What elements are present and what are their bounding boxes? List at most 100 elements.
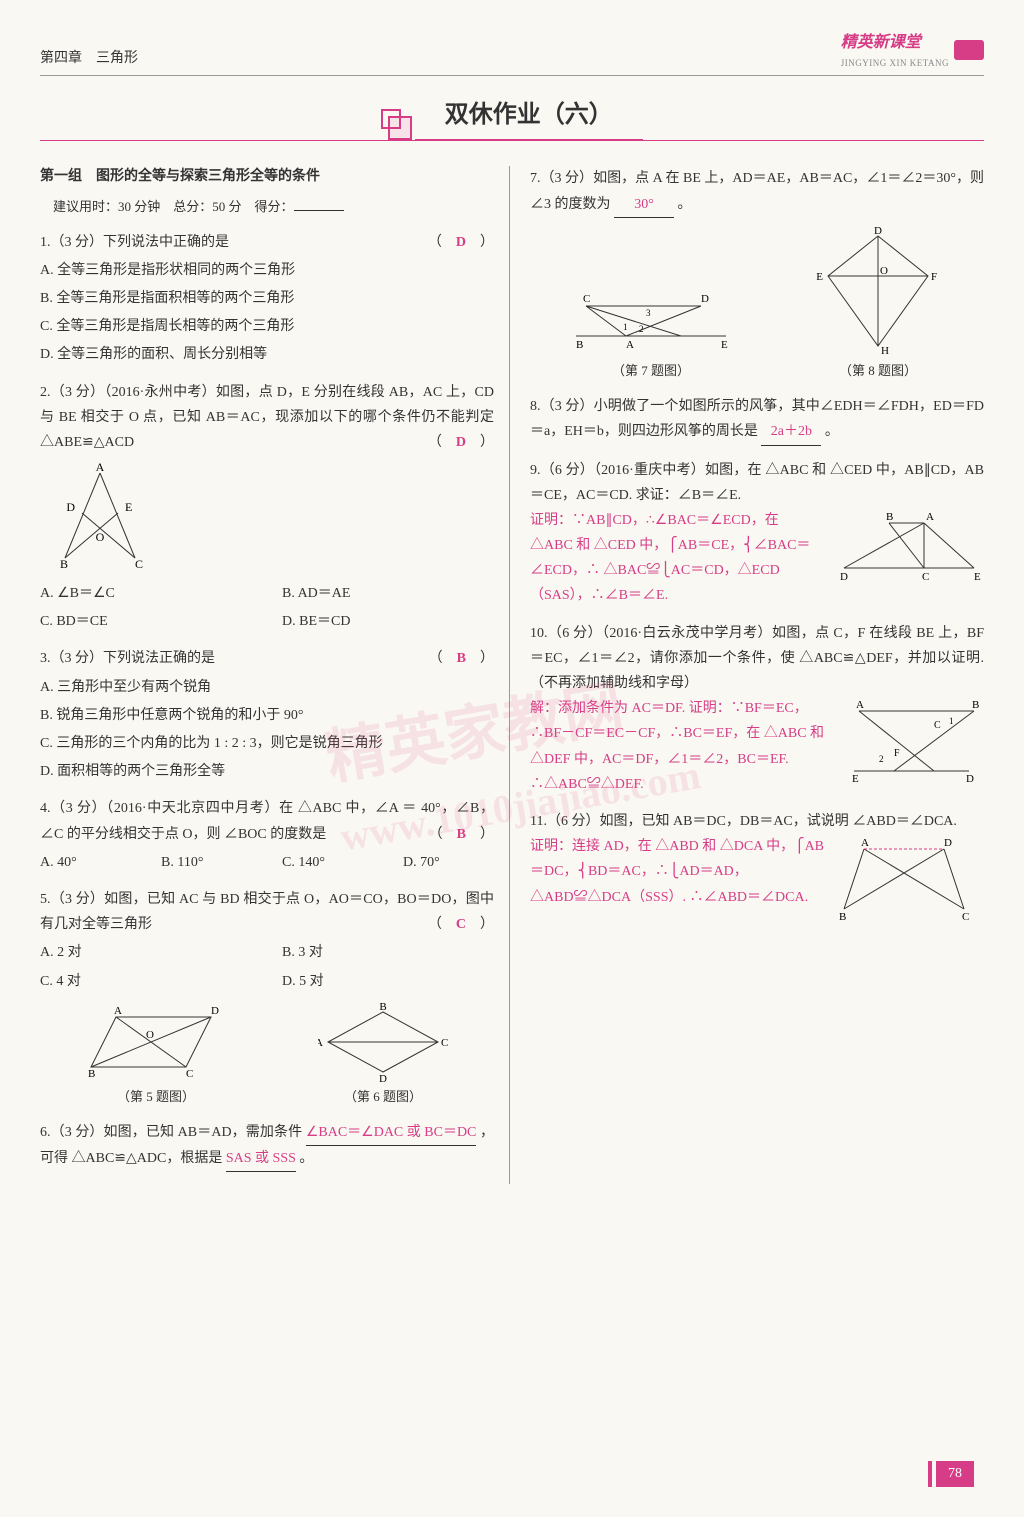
q6-stem-p3: 。 bbox=[299, 1151, 313, 1166]
q8-answer: 2a＋2b bbox=[761, 419, 821, 445]
svg-text:F: F bbox=[931, 271, 937, 283]
svg-text:E: E bbox=[125, 500, 132, 514]
q4-opt-c: C. 140° bbox=[282, 850, 373, 875]
q4-opt-a: A. 40° bbox=[40, 850, 131, 875]
q2-opts-row1: A. ∠B＝∠C B. AD＝AE bbox=[40, 581, 494, 606]
q5-stem: 5.（3 分）如图，已知 AC 与 BD 相交于点 O，AO＝CO，BO＝DO，… bbox=[40, 887, 494, 937]
q7-caption: （第 7 题图） bbox=[571, 359, 731, 382]
q9-svg: B A D C E bbox=[834, 508, 984, 588]
q10-proof: 解：添加条件为 AC＝DF. 证明：∵BF＝EC，∴BF－CF＝EC－CF，∴B… bbox=[530, 696, 834, 797]
q1-stem: 1.（3 分）下列说法中正确的是 （ D ） bbox=[40, 230, 494, 255]
svg-text:B: B bbox=[379, 1002, 386, 1013]
brand-logo: 精英新课堂 JINGYING XIN KETANG bbox=[841, 30, 984, 70]
q4-answer-paren: （ B ） bbox=[429, 822, 494, 847]
question-11: 11.（6 分）如图，已知 AB＝DC，DB＝AC，试说明 ∠ABD＝∠DCA.… bbox=[530, 809, 984, 924]
svg-text:C: C bbox=[135, 557, 143, 571]
main-title: 双休作业（六） bbox=[415, 96, 643, 141]
question-1: 1.（3 分）下列说法中正确的是 （ D ） A. 全等三角形是指形状相同的两个… bbox=[40, 230, 494, 368]
q2-opt-a: A. ∠B＝∠C bbox=[40, 581, 252, 606]
question-3: 3.（3 分）下列说法正确的是 （ B ） A. 三角形中至少有两个锐角 B. … bbox=[40, 646, 494, 784]
svg-text:1: 1 bbox=[949, 716, 954, 726]
q1-stem-text: 1.（3 分）下列说法中正确的是 bbox=[40, 235, 229, 250]
q5-figure: A D B C O （第 5 题图） bbox=[86, 1002, 226, 1108]
question-10: 10.（6 分）（2016·白云永茂中学月考）如图，点 C，F 在线段 BE 上… bbox=[530, 621, 984, 797]
q5-opt-d: D. 5 对 bbox=[282, 969, 494, 994]
svg-text:E: E bbox=[816, 271, 823, 283]
svg-text:B: B bbox=[60, 557, 68, 571]
q6-stem-p1: 6.（3 分）如图，已知 AB＝AD，需加条件 bbox=[40, 1125, 302, 1140]
q8-stem: 8.（3 分）小明做了一个如图所示的风筝，其中∠EDH＝∠FDH，ED＝FD＝a… bbox=[530, 394, 984, 445]
question-6: 6.（3 分）如图，已知 AB＝AD，需加条件 ∠BAC＝∠DAC 或 BC＝D… bbox=[40, 1120, 494, 1172]
q1-opt-c: C. 全等三角形是指周长相等的两个三角形 bbox=[40, 314, 494, 339]
q9-stem: 9.（6 分）（2016·重庆中考）如图，在 △ABC 和 △CED 中，AB∥… bbox=[530, 458, 984, 508]
svg-text:D: D bbox=[701, 293, 709, 305]
q3-opt-c: C. 三角形的三个内角的比为 1 : 2 : 3，则它是锐角三角形 bbox=[40, 731, 494, 756]
q7-stem-p2: 。 bbox=[678, 197, 692, 212]
svg-text:B: B bbox=[88, 1068, 95, 1080]
question-5: 5.（3 分）如图，已知 AC 与 BD 相交于点 O，AO＝CO，BO＝DO，… bbox=[40, 887, 494, 1108]
q7-figure: B A E C D 3 1 2 （第 7 题图） bbox=[571, 266, 731, 382]
svg-text:E: E bbox=[852, 773, 859, 785]
q9-proof: 证明：∵AB∥CD，∴∠BAC＝∠ECD，在 △ABC 和 △CED 中，⎧AB… bbox=[530, 508, 824, 609]
time-score: 建议用时：30 分钟 总分：50 分 得分： bbox=[40, 197, 494, 218]
brand-text: 精英新课堂 bbox=[841, 30, 949, 56]
svg-text:A: A bbox=[318, 1037, 323, 1049]
time-score-text: 建议用时：30 分钟 总分：50 分 得分： bbox=[53, 199, 294, 214]
q1-opt-b: B. 全等三角形是指面积相等的两个三角形 bbox=[40, 286, 494, 311]
q4-opts: A. 40° B. 110° C. 140° D. 70° bbox=[40, 850, 494, 875]
q5-opts-row1: A. 2 对 B. 3 对 bbox=[40, 940, 494, 965]
svg-text:E: E bbox=[974, 571, 981, 583]
q11-body: 证明：连接 AD，在 △ABD 和 △DCA 中，⎧AB＝DC，⎨BD＝AC，∴… bbox=[530, 834, 984, 924]
q5-opt-b: B. 3 对 bbox=[282, 940, 494, 965]
q11-stem: 11.（6 分）如图，已知 AB＝DC，DB＝AC，试说明 ∠ABD＝∠DCA. bbox=[530, 809, 984, 834]
question-9: 9.（6 分）（2016·重庆中考）如图，在 △ABC 和 △CED 中，AB∥… bbox=[530, 458, 984, 609]
question-8: 8.（3 分）小明做了一个如图所示的风筝，其中∠EDH＝∠FDH，ED＝FD＝a… bbox=[530, 394, 984, 445]
q3-opt-d: D. 面积相等的两个三角形全等 bbox=[40, 759, 494, 784]
q2-stem-text: 2.（3 分）（2016·永州中考）如图，点 D，E 分别在线段 AB，AC 上… bbox=[40, 385, 494, 450]
q3-opt-b: B. 锐角三角形中任意两个锐角的和小于 90° bbox=[40, 703, 494, 728]
svg-text:F: F bbox=[894, 748, 900, 759]
svg-text:B: B bbox=[972, 699, 979, 711]
left-column: 第一组 图形的全等与探索三角形全等的条件 建议用时：30 分钟 总分：50 分 … bbox=[40, 166, 510, 1184]
svg-text:A: A bbox=[626, 339, 634, 351]
svg-text:B: B bbox=[576, 339, 583, 351]
svg-text:H: H bbox=[881, 345, 889, 356]
q5-opt-a: A. 2 对 bbox=[40, 940, 252, 965]
svg-text:D: D bbox=[874, 226, 882, 237]
q1-opt-d: D. 全等三角形的面积、周长分别相等 bbox=[40, 342, 494, 367]
q4-opt-b: B. 110° bbox=[161, 850, 252, 875]
svg-text:3: 3 bbox=[646, 308, 651, 318]
q11-figure: A D B C bbox=[834, 834, 984, 924]
q8-caption: （第 8 题图） bbox=[813, 359, 943, 382]
svg-text:C: C bbox=[441, 1037, 448, 1049]
q3-stem: 3.（3 分）下列说法正确的是 （ B ） bbox=[40, 646, 494, 671]
svg-text:O: O bbox=[146, 1029, 154, 1041]
q3-answer-paren: （ B ） bbox=[429, 646, 494, 671]
svg-text:O: O bbox=[96, 530, 105, 544]
q6-figure: B A C D （第 6 题图） bbox=[318, 1002, 448, 1108]
svg-text:D: D bbox=[840, 571, 848, 583]
brand-icon bbox=[954, 40, 984, 60]
page-number: 78 bbox=[936, 1461, 974, 1487]
q4-stem-text: 4.（3 分）（2016·中天北京四中月考）在 △ABC 中，∠A ＝ 40°，… bbox=[40, 801, 494, 841]
q2-answer-paren: （ D ） bbox=[428, 430, 494, 455]
q10-figure: A B E D C F 1 2 bbox=[844, 696, 984, 786]
svg-text:2: 2 bbox=[639, 324, 644, 334]
q6-stem: 6.（3 分）如图，已知 AB＝AD，需加条件 ∠BAC＝∠DAC 或 BC＝D… bbox=[40, 1120, 494, 1172]
q2-triangle-svg: A D E O B C bbox=[40, 463, 160, 573]
q9-body: 证明：∵AB∥CD，∴∠BAC＝∠ECD，在 △ABC 和 △CED 中，⎧AB… bbox=[530, 508, 984, 609]
q6-answer-1: ∠BAC＝∠DAC 或 BC＝DC bbox=[306, 1120, 477, 1146]
q7-answer: 30° bbox=[614, 192, 674, 218]
q6-svg: B A C D bbox=[318, 1002, 448, 1082]
q10-body: 解：添加条件为 AC＝DF. 证明：∵BF＝EC，∴BF－CF＝EC－CF，∴B… bbox=[530, 696, 984, 797]
content-columns: 第一组 图形的全等与探索三角形全等的条件 建议用时：30 分钟 总分：50 分 … bbox=[40, 166, 984, 1184]
q5-answer: C bbox=[456, 917, 466, 932]
svg-text:D: D bbox=[66, 500, 75, 514]
svg-text:A: A bbox=[856, 699, 864, 711]
q2-stem: 2.（3 分）（2016·永州中考）如图，点 D，E 分别在线段 AB，AC 上… bbox=[40, 380, 494, 456]
title-decoration-icon bbox=[381, 109, 401, 129]
svg-text:2: 2 bbox=[879, 754, 884, 764]
page-container: 第四章 三角形 精英新课堂 JINGYING XIN KETANG 双休作业（六… bbox=[0, 0, 1024, 1517]
q7-stem-text: 7.（3 分）如图，点 A 在 BE 上，AD＝AE，AB＝AC，∠1＝∠2＝3… bbox=[530, 171, 984, 211]
q3-opt-a: A. 三角形中至少有两个锐角 bbox=[40, 675, 494, 700]
